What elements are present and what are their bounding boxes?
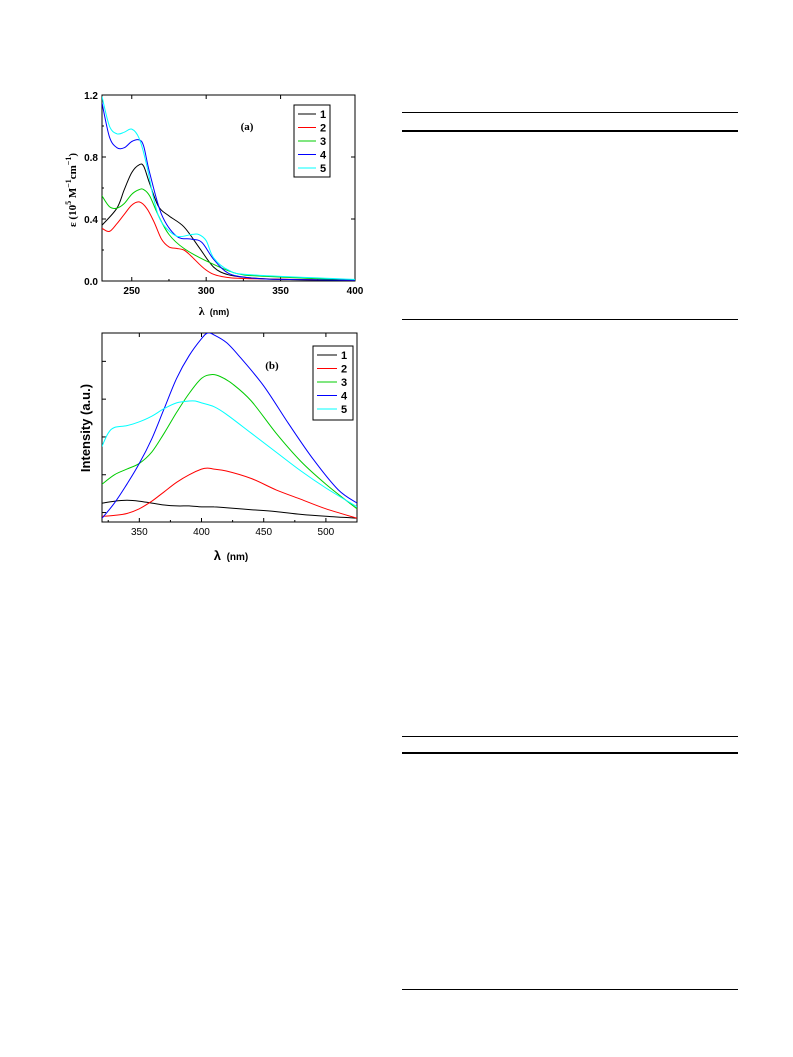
- x-tick-label: 250: [123, 286, 140, 297]
- legend-label-1: 1: [320, 109, 326, 121]
- legend-label-4: 4: [320, 150, 327, 162]
- panel-a-ylabel-suffix: ): [67, 153, 79, 157]
- panel-b-ylabel: Intensity (a.u.): [78, 384, 93, 472]
- x-tick-label: 400: [193, 527, 210, 538]
- panel-a-xlabel-unit: (nm): [210, 307, 230, 317]
- panel-a-ylabel-exp2: −1: [64, 179, 73, 188]
- series-line-2: [102, 467, 357, 519]
- legend-label-5: 5: [320, 163, 326, 175]
- series-line-5: [102, 96, 355, 280]
- table-2-header-rule: [402, 752, 738, 754]
- table-1-top-rule: [402, 112, 738, 113]
- panel-a-legend: 1 23 45: [293, 104, 331, 178]
- legend-label-1: 1: [341, 350, 347, 362]
- panel-b-xlabel-unit: (nm): [227, 552, 249, 563]
- y-tick-label: 0.4: [84, 215, 98, 226]
- table-2-top-rule: [402, 736, 738, 737]
- panel-a-xlabel-lambda: λ: [199, 304, 205, 318]
- panel-b-frame: [101, 332, 358, 523]
- panel-b-legend-box: [312, 345, 354, 421]
- panel-a-ylabel-mid2: cm: [67, 165, 79, 179]
- panel-b-xlabel-lambda: λ: [214, 548, 222, 563]
- legend-label-2: 2: [320, 123, 326, 135]
- panel-a-ylabel-mid: M: [67, 187, 79, 201]
- panel-a-label: (a): [241, 121, 254, 133]
- series-line-2: [102, 201, 355, 281]
- x-tick-label: 350: [131, 527, 148, 538]
- panel-b-series: [102, 333, 357, 519]
- y-tick-label: 1.2: [84, 91, 98, 102]
- panel-b-ticks: 350 400 450 500: [102, 333, 335, 538]
- panel-a-ticks: 250 300 350 400 0.0 0.4 0.8 1.2: [84, 91, 364, 297]
- panel-a-ylabel: ε (105 M−1cm−1): [64, 153, 79, 227]
- panel-b-legend: 1 23 45: [312, 345, 354, 421]
- table-1-header-rule: [402, 130, 738, 132]
- table-2-bottom-rule: [402, 989, 738, 990]
- table-1-bottom-rule: [402, 319, 738, 320]
- legend-label-4: 4: [341, 391, 348, 403]
- series-line-1: [102, 163, 355, 281]
- panel-a-ylabel-exp3: −1: [64, 157, 73, 166]
- series-line-4: [102, 333, 357, 519]
- panel-b-xlabel: λ (nm): [214, 548, 249, 563]
- panel-a-series: [102, 96, 355, 281]
- y-tick-label: 0.0: [84, 277, 98, 288]
- legend-label-2: 2: [341, 364, 347, 376]
- legend-label-3: 3: [320, 136, 326, 148]
- series-line-1: [102, 499, 357, 519]
- y-tick-label: 0.8: [84, 153, 98, 164]
- x-tick-label: 350: [272, 286, 289, 297]
- legend-label-3: 3: [341, 377, 347, 389]
- series-line-4: [102, 102, 355, 281]
- x-tick-label: 450: [255, 527, 272, 538]
- x-tick-label: 400: [347, 286, 364, 297]
- series-line-3: [102, 374, 357, 510]
- panel-a-ylabel-prefix: ε (10: [67, 204, 79, 227]
- panel-a-xlabel: λ (nm): [199, 304, 229, 318]
- panel-a-ylabel-exp1: 5: [64, 201, 73, 205]
- series-line-5: [102, 400, 357, 508]
- legend-label-5: 5: [341, 404, 347, 416]
- x-tick-label: 300: [198, 286, 215, 297]
- x-tick-label: 500: [318, 527, 335, 538]
- panel-b-label: (b): [265, 360, 279, 372]
